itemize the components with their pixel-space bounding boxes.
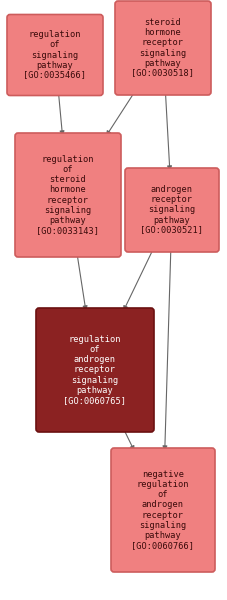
FancyBboxPatch shape [114,1,210,95]
FancyBboxPatch shape [7,14,103,95]
FancyBboxPatch shape [111,448,214,572]
Text: steroid
hormone
receptor
signaling
pathway
[GO:0030518]: steroid hormone receptor signaling pathw… [131,19,194,77]
Text: androgen
receptor
signaling
pathway
[GO:0030521]: androgen receptor signaling pathway [GO:… [140,185,203,235]
Text: regulation
of
steroid
hormone
receptor
signaling
pathway
[GO:0033143]: regulation of steroid hormone receptor s… [36,155,99,235]
FancyBboxPatch shape [15,133,121,257]
Text: negative
regulation
of
androgen
receptor
signaling
pathway
[GO:0060766]: negative regulation of androgen receptor… [131,470,194,550]
Text: regulation
of
signaling
pathway
[GO:0035466]: regulation of signaling pathway [GO:0035… [23,31,86,80]
Text: regulation
of
androgen
receptor
signaling
pathway
[GO:0060765]: regulation of androgen receptor signalin… [63,335,126,404]
FancyBboxPatch shape [36,308,153,432]
FancyBboxPatch shape [124,168,218,252]
